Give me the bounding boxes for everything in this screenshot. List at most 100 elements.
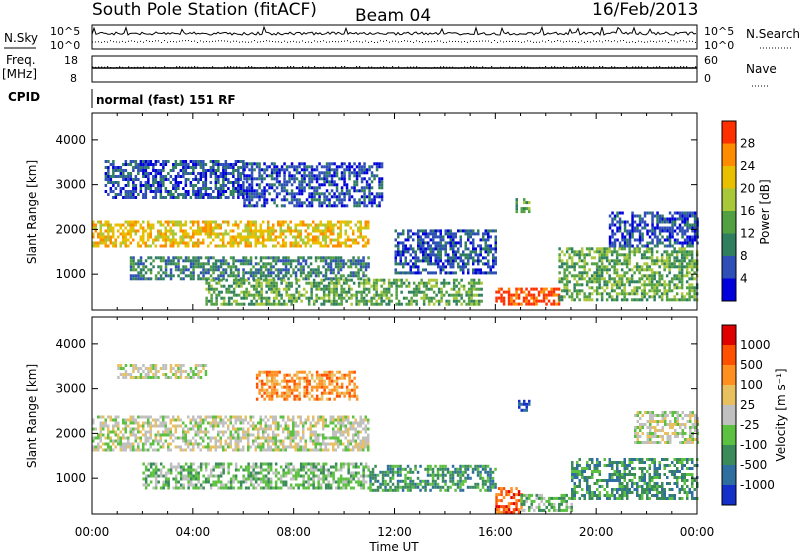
power-cell-3 <box>269 265 273 269</box>
nave-dot <box>599 66 601 68</box>
power-cell-7 <box>688 298 691 302</box>
velocity-cell-0 <box>202 421 205 425</box>
power-cell-0 <box>222 232 225 236</box>
power-cell-2 <box>343 183 346 187</box>
power-cell-4 <box>270 302 273 306</box>
power-cell-5 <box>494 229 497 233</box>
power-cell-4 <box>467 296 471 300</box>
nave-dot <box>572 66 574 68</box>
velocity-cell-0 <box>197 415 200 419</box>
power-cell-3 <box>247 259 250 263</box>
power-cell-7 <box>560 265 564 269</box>
power-cell-2 <box>295 177 299 181</box>
velocity-cell-0 <box>212 421 215 425</box>
nsearch-dot <box>404 40 405 42</box>
power-cell-2 <box>260 168 264 172</box>
power-cell-3 <box>207 256 210 260</box>
power-cell-3 <box>362 259 365 263</box>
velocity-cell-0 <box>127 442 130 446</box>
nsearch-dot <box>137 41 138 43</box>
power-cell-7 <box>673 298 676 302</box>
power-cell-1 <box>194 193 198 196</box>
power-cell-5 <box>472 244 475 248</box>
power-cell-5 <box>477 268 480 272</box>
power-cell-0 <box>254 220 257 224</box>
power-cell-7 <box>643 286 646 290</box>
nsearch-dot <box>158 40 159 42</box>
power-cell-6 <box>500 287 503 291</box>
power-cell-4 <box>362 299 366 303</box>
power-cell-1 <box>139 160 143 163</box>
power-cell-4 <box>405 302 408 306</box>
power-cell-2 <box>333 183 336 187</box>
power-cell-0 <box>279 223 282 227</box>
power-cell-4 <box>375 299 378 303</box>
power-cell-5 <box>447 232 450 236</box>
power-cell-2 <box>325 162 329 166</box>
power-cell-4 <box>440 296 443 300</box>
power-cell-2 <box>280 183 284 187</box>
velocity-cell-0 <box>229 430 232 434</box>
power-cell-4 <box>430 278 433 282</box>
power-cell-2 <box>363 189 366 193</box>
power-cell-1 <box>222 172 225 175</box>
power-cell-5 <box>462 265 465 269</box>
velocity-cell-0 <box>137 430 140 434</box>
power-cell-5 <box>409 271 412 275</box>
nsearch-dot <box>185 40 186 42</box>
power-cell-6 <box>497 296 501 300</box>
power-cell-5 <box>412 250 415 254</box>
power-cell-5 <box>442 247 445 251</box>
power-cell-0 <box>339 220 342 224</box>
power-cell-7 <box>615 274 619 278</box>
power-cell-4 <box>210 284 213 288</box>
velocity-cell-0 <box>212 436 215 440</box>
velocity-cell-0 <box>182 433 185 437</box>
power-cell-7 <box>675 292 679 296</box>
power-cell-0 <box>97 241 100 245</box>
velocity-cell-0 <box>167 445 170 449</box>
power-cell-6 <box>550 287 553 291</box>
power-cell-4 <box>250 284 253 288</box>
power-cell-0 <box>139 226 142 230</box>
power-cell-7 <box>583 265 586 269</box>
power-cell-8 <box>656 223 659 227</box>
power-cell-1 <box>209 166 213 169</box>
power-cell-7 <box>635 262 639 266</box>
power-cell-1 <box>237 169 240 172</box>
power-cell-1 <box>197 178 200 181</box>
power-cell-3 <box>254 271 258 275</box>
power-cell-6 <box>542 287 546 291</box>
power-cell-2 <box>345 165 349 169</box>
power-cell-3 <box>189 259 193 263</box>
power-cell-2 <box>248 192 251 196</box>
power-cell-3 <box>247 271 250 275</box>
power-cell-0 <box>234 238 237 242</box>
power-cell-2 <box>353 168 356 172</box>
power-cell-7 <box>558 295 561 299</box>
power-cell-1 <box>134 175 138 178</box>
power-cell-3 <box>249 262 253 266</box>
nsearch-dot <box>332 40 333 42</box>
power-cell-1 <box>179 163 183 166</box>
power-cell-1 <box>144 187 148 190</box>
velocity-cell-0 <box>99 427 102 431</box>
power-cell-1 <box>134 184 138 187</box>
power-cell-7 <box>563 289 566 293</box>
nave-dot <box>467 66 469 69</box>
power-cell-3 <box>154 256 158 260</box>
power-cell-1 <box>104 160 108 163</box>
power-cell-0 <box>327 226 330 230</box>
velocity-cell-0 <box>144 439 147 443</box>
power-cell-8 <box>661 226 664 230</box>
velocity-cell-0 <box>204 418 207 422</box>
nsearch-dot <box>131 40 132 42</box>
power-cell-3 <box>324 256 328 260</box>
power-cell-7 <box>690 250 694 254</box>
power-cell-0 <box>279 235 282 239</box>
power-cell-4 <box>452 299 456 303</box>
power-cell-0 <box>162 244 165 248</box>
power-cell-7 <box>558 265 561 269</box>
power-cell-7 <box>605 250 609 254</box>
power-cell-7 <box>680 283 684 287</box>
